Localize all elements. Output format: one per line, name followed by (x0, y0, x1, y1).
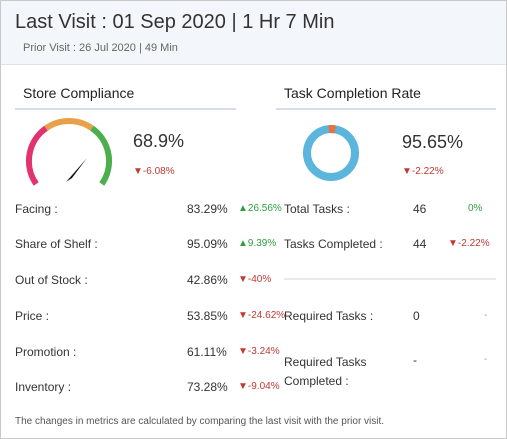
score-change: ▼-2.22% (402, 166, 444, 177)
gauge-needle (66, 158, 87, 182)
metric-value: 73.28% (187, 380, 228, 394)
score: 95.65% (402, 132, 464, 152)
task-value: 0 (413, 309, 420, 323)
metric-value: 53.85% (187, 309, 228, 323)
metric-label: Out of Stock : (15, 273, 88, 287)
gauge-zone (44, 118, 94, 131)
score: 68.9% (133, 131, 185, 151)
metric-label: Promotion : (15, 345, 77, 359)
task-change: - (484, 354, 488, 365)
metric-value: 61.11% (187, 345, 227, 359)
task-change: 0% (468, 203, 483, 214)
task-label: Total Tasks : (284, 202, 350, 216)
header (1, 1, 506, 65)
metric-label: Facing : (15, 202, 58, 216)
metric-value: 95.09% (187, 237, 228, 251)
title: Last Visit : 01 Sep 2020 | 1 Hr 7 Min (15, 11, 335, 33)
metric-label: Share of Shelf : (15, 237, 98, 251)
footnote: The changes in metrics are calculated by… (15, 416, 385, 427)
task-change: - (484, 310, 488, 321)
score-change: ▼-6.08% (133, 166, 175, 177)
section-title: Task Completion Rate (284, 85, 421, 101)
metric-change: ▼-40% (238, 274, 272, 285)
task-value: 44 (413, 237, 427, 251)
metric-value: 83.29% (187, 202, 228, 216)
divider (276, 108, 496, 110)
gauge-zone (25, 125, 48, 186)
metric-label: Price : (15, 309, 50, 323)
subtitle: Prior Visit : 26 Jul 2020 | 49 Min (23, 42, 178, 54)
gauge-zone (90, 125, 113, 186)
metric-change: ▼-24.62% (238, 310, 286, 321)
task-value: 46 (413, 202, 427, 216)
task-label: Tasks Completed : (284, 237, 383, 251)
task-label: Required Tasks : (284, 309, 374, 323)
metric-value: 42.86% (187, 273, 228, 287)
divider (15, 108, 236, 110)
task-change: ▼-2.22% (448, 238, 490, 249)
task-label: Required Tasks Completed : (284, 355, 367, 388)
metric-change: ▲26.56% (238, 203, 282, 214)
task-value: - (413, 353, 417, 367)
section-title: Store Compliance (23, 85, 135, 101)
metric-change: ▼-9.04% (238, 381, 280, 392)
donut (303, 125, 359, 181)
metric-change: ▼-3.24% (238, 346, 280, 357)
metric-label: Inventory : (15, 380, 72, 394)
metric-change: ▲9.39% (238, 238, 277, 249)
